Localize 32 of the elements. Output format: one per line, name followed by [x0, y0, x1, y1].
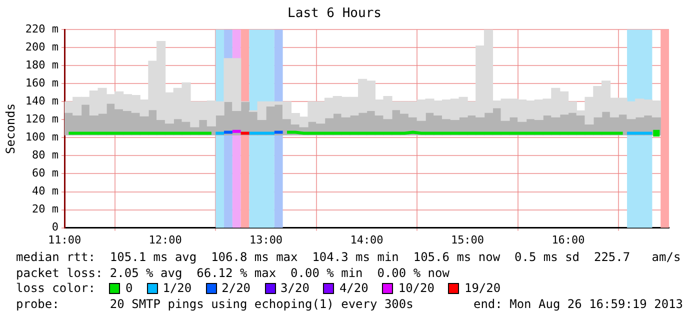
- text: packet loss: 2.05 % avg 66.12 % max 0.00 % min 0.00 % now: [15, 266, 450, 281]
- legend-label: 1/20: [162, 281, 192, 296]
- x-tick-label: 16:00: [552, 233, 585, 246]
- text: probe: 20 SMTP pings using echoping(1) every 300s: [15, 296, 414, 312]
- y-tick-label: 100 m: [25, 130, 59, 144]
- legend-label: 19/20: [464, 281, 501, 296]
- y-tick-label: 160 m: [25, 76, 59, 90]
- legend-title: loss color:: [16, 281, 96, 296]
- y-tick-label: 200 m: [25, 40, 59, 54]
- y-tick-label: 0: [52, 220, 59, 234]
- y-tick-label: 180 m: [25, 58, 59, 72]
- y-tick-label: 60 m: [32, 166, 59, 180]
- x-tick-label: 15:00: [450, 233, 484, 246]
- legend-label: 3/20: [280, 281, 310, 296]
- x-tick-label: 12:00: [148, 233, 182, 246]
- y-tick-label: 220 m: [25, 22, 59, 36]
- y-tick-label: 80 m: [32, 148, 59, 162]
- y-tick-label: 40 m: [32, 184, 59, 198]
- x-tick-label: 11:00: [48, 233, 82, 246]
- legend-label: 0: [125, 281, 133, 296]
- text: end: Mon Aug 26 16:59:19 2013: [472, 296, 683, 312]
- y-axis-title: Seconds: [3, 103, 18, 154]
- legend-label: 4/20: [339, 281, 368, 296]
- y-tick-label: 140 m: [25, 94, 59, 108]
- y-tick-label: 20 m: [32, 202, 59, 216]
- x-tick-label: 14:00: [350, 233, 384, 246]
- x-tick-label: 13:00: [249, 233, 283, 246]
- legend-label: 2/20: [222, 281, 251, 296]
- y-tick-label: 120 m: [25, 112, 59, 126]
- legend-label: 10/20: [398, 281, 434, 296]
- chart-title: Last 6 Hours: [288, 6, 382, 22]
- text: median rtt: 105.1 ms avg 106.8 ms max 104.3 ms min 105.6 ms now 0.5 ms sd 225.7 am/s: [15, 250, 682, 266]
